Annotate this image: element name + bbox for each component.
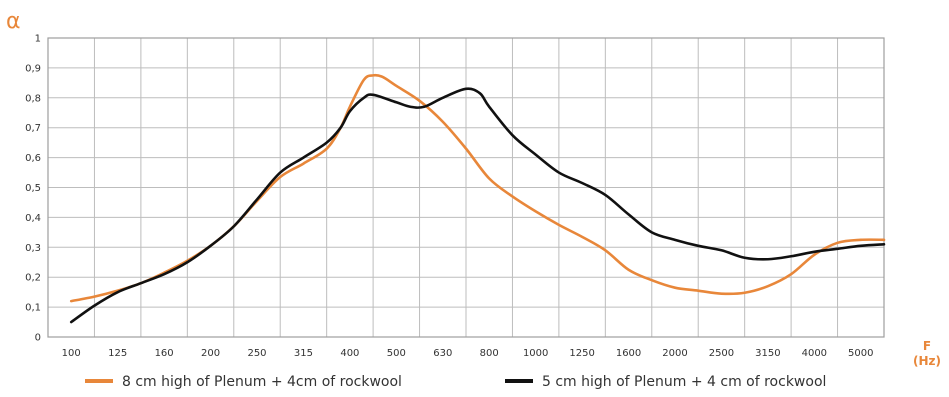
series-lines <box>69 73 886 324</box>
x-tick-label: 2000 <box>662 348 687 359</box>
x-tick-label: 160 <box>155 348 174 359</box>
x-tick-label: 100 <box>62 348 81 359</box>
plot-border <box>47 37 885 338</box>
x-tick-label: 1250 <box>569 348 594 359</box>
x-tick-label: 2500 <box>709 348 734 359</box>
x-axis-label-hz: (Hz) <box>913 354 941 368</box>
series-line-2 <box>69 87 886 324</box>
y-tick-label: 0,7 <box>25 123 41 134</box>
x-axis-label-f: F <box>923 339 931 353</box>
y-tick-label: 0 <box>35 333 41 344</box>
y-tick-label: 0,3 <box>25 243 41 254</box>
y-tick-label: 0,8 <box>25 93 41 104</box>
x-tick-label: 250 <box>247 348 266 359</box>
tick-labels: 0 0,1 0,2 0,3 0,4 0,5 0,6 0,7 0,8 0,9 1 100 125 160 20… <box>25 34 873 360</box>
x-tick-label: 3150 <box>755 348 780 359</box>
legend-label-1: 8 cm high of Plenum + 4cm of rockwool <box>122 374 402 390</box>
x-tick-label: 315 <box>294 348 313 359</box>
grid <box>47 37 885 338</box>
series-line-1 <box>69 73 886 303</box>
y-tick-label: 0,4 <box>25 213 41 224</box>
x-tick-label: 500 <box>387 348 406 359</box>
y-tick-label: 1 <box>35 34 41 45</box>
y-tick-label: 0,9 <box>25 63 41 74</box>
x-tick-label: 630 <box>433 348 452 359</box>
x-tick-label: 800 <box>480 348 499 359</box>
x-tick-label: 125 <box>108 348 127 359</box>
x-tick-label: 1600 <box>616 348 641 359</box>
legend-label-2: 5 cm high of Plenum + 4 cm of rockwool <box>542 374 826 390</box>
y-tick-label: 0,5 <box>25 183 41 194</box>
x-tick-label: 5000 <box>848 348 873 359</box>
y-axis-label: α <box>6 9 21 34</box>
x-tick-label: 4000 <box>802 348 827 359</box>
x-tick-label: 400 <box>340 348 359 359</box>
y-tick-label: 0,1 <box>25 303 41 314</box>
legend: 8 cm high of Plenum + 4cm of rockwool 5 c… <box>85 374 826 390</box>
y-tick-label: 0,6 <box>25 153 41 164</box>
y-tick-label: 0,2 <box>25 273 41 284</box>
x-tick-label: 200 <box>201 348 220 359</box>
x-tick-label: 1000 <box>523 348 548 359</box>
